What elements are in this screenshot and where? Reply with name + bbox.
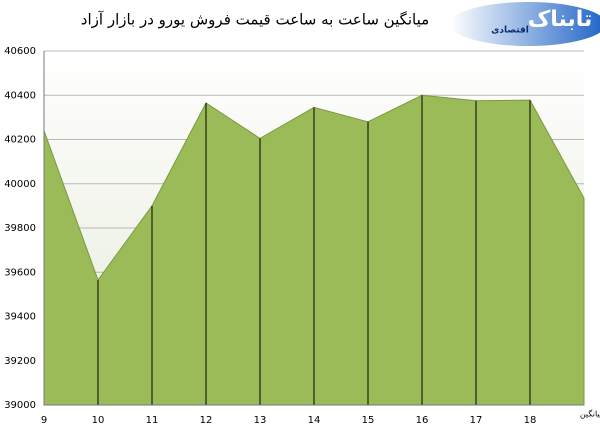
y-tick-label: 40600 (4, 46, 36, 57)
logo-shape (450, 2, 600, 46)
x-tick-label: 12 (200, 415, 213, 426)
logo-name: تابناک (528, 7, 593, 32)
chart-title: میانگین ساعت به ساعت قیمت فروش یورو در ب… (81, 11, 429, 29)
y-tick-label: 40200 (4, 135, 36, 146)
y-tick-label: 40400 (4, 90, 36, 101)
x-tick-label: 11 (146, 415, 159, 426)
y-tick-label: 39800 (4, 223, 36, 234)
x-tick-label: 13 (254, 415, 267, 426)
x-tick-label: میانگین (580, 409, 600, 419)
x-tick-label: 9 (41, 415, 47, 426)
x-tick-label: 16 (416, 415, 429, 426)
marks (43, 94, 585, 406)
y-tick-label: 39200 (4, 356, 36, 367)
x-tick-label: 18 (524, 415, 537, 426)
y-tick-label: 39600 (4, 267, 36, 278)
logo-subtitle: اقتصادی (491, 26, 529, 36)
x-tick-label: 17 (470, 415, 483, 426)
x-tick-label: 10 (92, 415, 105, 426)
logo: تابناک اقتصادی (450, 2, 600, 46)
y-tick-label: 39400 (4, 312, 36, 323)
y-tick-label: 39000 (4, 400, 36, 411)
x-tick-label: 14 (308, 415, 321, 426)
x-tick-label: 15 (362, 415, 375, 426)
y-tick-label: 40000 (4, 179, 36, 190)
